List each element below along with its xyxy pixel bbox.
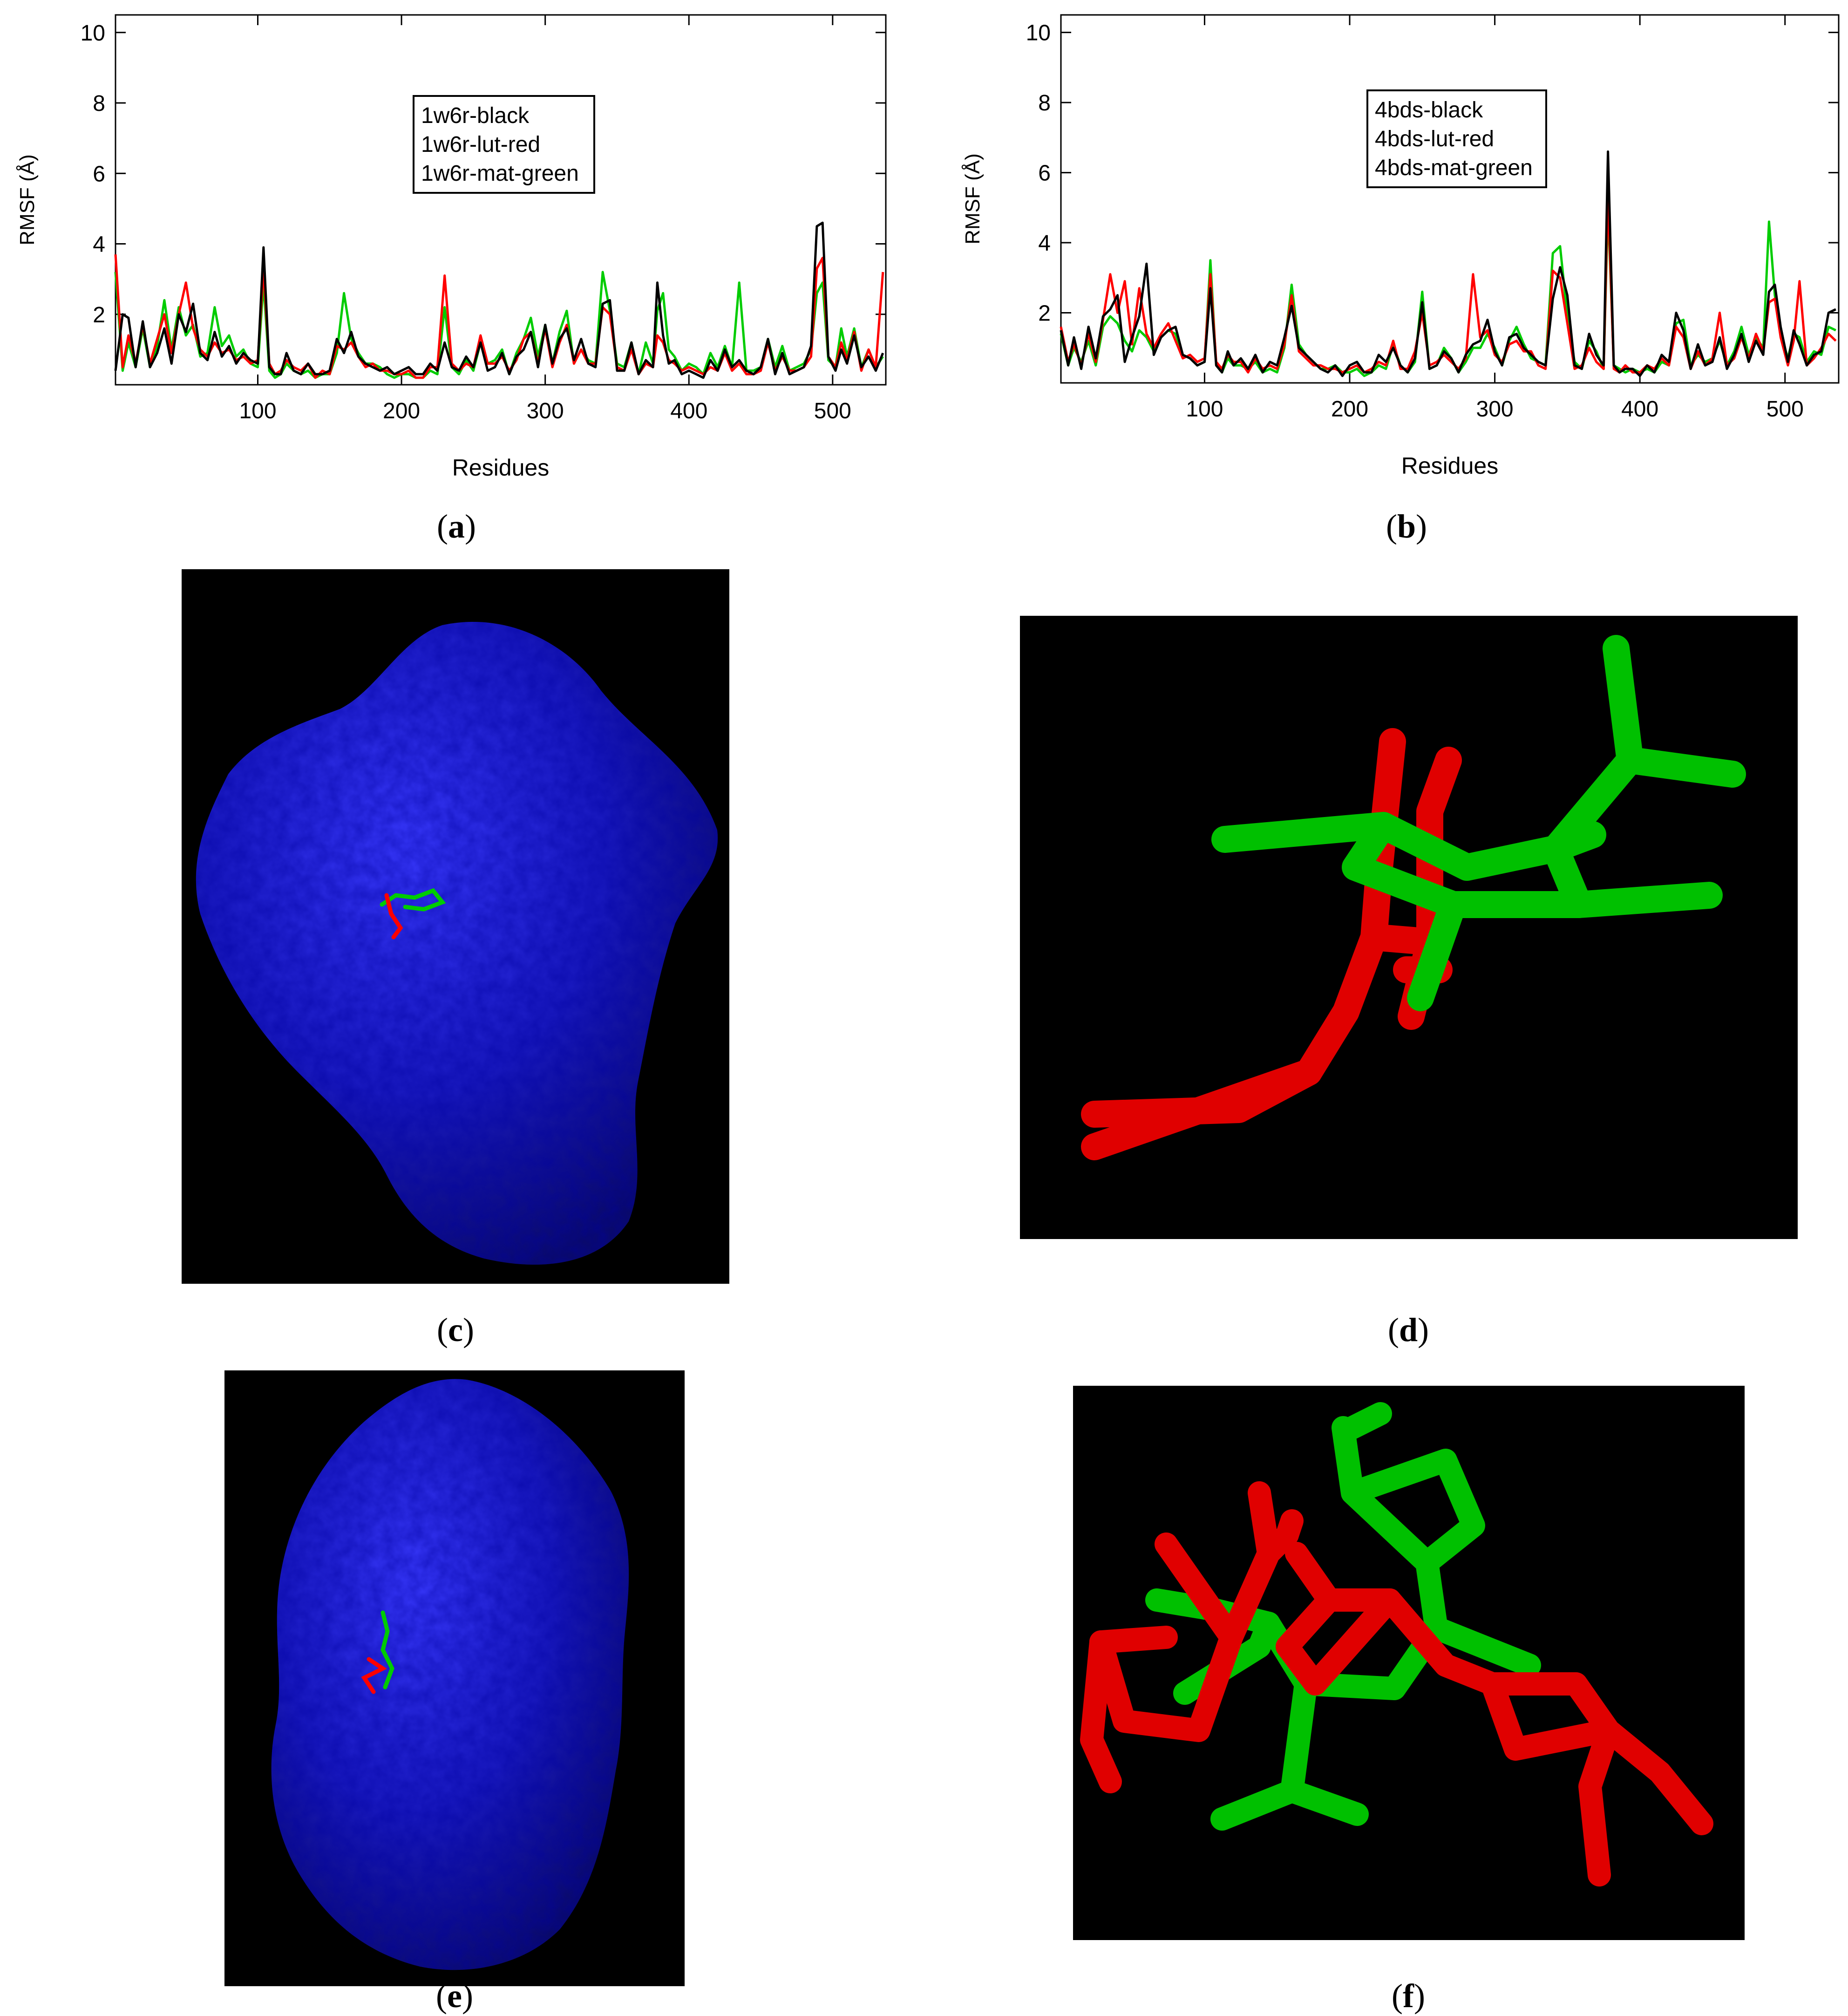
ligand-green-d (1211, 635, 1746, 1011)
y-axis-label: RMSF (Å) (961, 153, 984, 245)
caption-d: (d) (1387, 1311, 1429, 1349)
y-tick-label: 6 (1038, 161, 1051, 186)
x-tick-label: 200 (1331, 397, 1368, 422)
x-tick-label: 500 (814, 399, 851, 423)
ligand-closeup-d-render (1081, 635, 1746, 1160)
x-tick-label: 100 (239, 399, 276, 423)
y-tick-label: 2 (1038, 301, 1051, 326)
ligand-c (380, 888, 446, 940)
caption-e: (e) (436, 1977, 473, 2015)
legend-entry: 1w6r-lut-red (421, 132, 540, 157)
chart-a: 2 4 6 8 10 100 200 300 400 500 Residues RMSF (Å) 1w6… (0, 0, 913, 494)
y-axis-label: RMSF (Å) (16, 154, 39, 245)
series-line-4bds-mat-green (1060, 206, 1836, 377)
protein-surface-e (224, 1370, 685, 1986)
legend-entry: 1w6r-black (421, 103, 530, 128)
legend-entry: 4bds-lut-red (1375, 127, 1494, 151)
ligand-red-f (1080, 1481, 1713, 1887)
plot-frame (115, 14, 887, 386)
protein-surface-c (182, 569, 729, 1284)
x-tick-label: 100 (1186, 397, 1223, 422)
x-tick-label: 400 (670, 399, 707, 423)
ligand-closeup-f-render (1080, 1402, 1713, 1887)
y-tick-label: 10 (81, 21, 105, 46)
ligand-e (361, 1610, 394, 1694)
legend-entry: 4bds-black (1375, 98, 1483, 123)
legend-entry: 1w6r-mat-green (421, 161, 579, 186)
y-tick-label: 4 (1038, 231, 1051, 256)
x-tick-label: 300 (527, 399, 564, 423)
x-tick-label: 400 (1621, 397, 1658, 422)
ligand-closeup-d (1020, 616, 1798, 1239)
series-line-4bds-lut-red (1060, 192, 1837, 374)
x-axis-label: Residues (452, 455, 549, 481)
x-tick-label: 500 (1766, 397, 1804, 422)
protein-surface-c-render (196, 621, 718, 1265)
protein-surface-e-render (271, 1379, 629, 1970)
chart-b: 2 4 6 8 10 100 200 300 400 500 Residues RMSF (Å) 4bd… (931, 0, 1848, 494)
x-axis-label: Residues (1401, 453, 1498, 479)
y-tick-label: 4 (93, 232, 105, 257)
y-tick-label: 2 (93, 303, 105, 327)
caption-f: (f) (1392, 1977, 1425, 2015)
caption-a: (a) (437, 508, 476, 545)
ligand-closeup-f (1073, 1386, 1745, 1940)
ligand-red-d (1081, 728, 1462, 1160)
legend-box (413, 95, 595, 194)
x-tick-label: 200 (383, 399, 420, 423)
y-tick-label: 10 (1026, 21, 1051, 46)
series-line-1w6r-mat-green (114, 271, 884, 379)
caption-c: (c) (437, 1311, 474, 1349)
chart-b-svg: 2 4 6 8 10 100 200 300 400 500 Residues RMSF (Å) 4bd… (961, 14, 1840, 479)
y-tick-label: 6 (93, 162, 105, 186)
plot-frame (1060, 14, 1840, 384)
series-line-1w6r-black (114, 221, 884, 379)
legend-box (1366, 89, 1547, 188)
y-tick-label: 8 (1038, 91, 1051, 116)
caption-b: (b) (1386, 508, 1427, 545)
chart-a-svg: 2 4 6 8 10 100 200 300 400 500 Residues RMSF (Å) 1w6… (16, 14, 887, 481)
legend-entry: 4bds-mat-green (1375, 156, 1533, 180)
series-line-4bds-black (1060, 150, 1836, 377)
x-tick-label: 300 (1476, 397, 1514, 422)
y-tick-label: 8 (93, 91, 105, 116)
